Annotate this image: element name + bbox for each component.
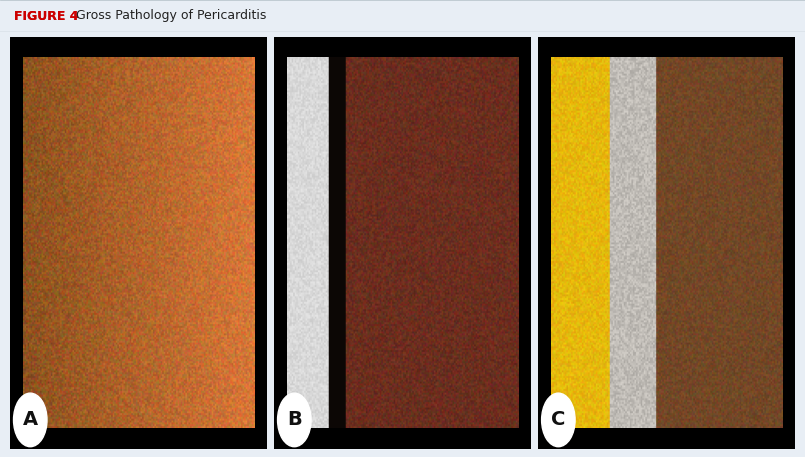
Text: A: A [23, 410, 38, 430]
Text: FIGURE 4: FIGURE 4 [14, 10, 79, 22]
Text: FIGURE 4: FIGURE 4 [14, 10, 88, 22]
Text: B: B [287, 410, 302, 430]
Circle shape [542, 393, 575, 446]
Text: Gross Pathology of Pericarditis: Gross Pathology of Pericarditis [76, 10, 266, 22]
Text: FIGURE 4   Gross Pathology of Pericarditis: FIGURE 4 Gross Pathology of Pericarditis [14, 10, 275, 22]
Circle shape [278, 393, 311, 446]
Circle shape [14, 393, 47, 446]
Text: C: C [551, 410, 566, 430]
